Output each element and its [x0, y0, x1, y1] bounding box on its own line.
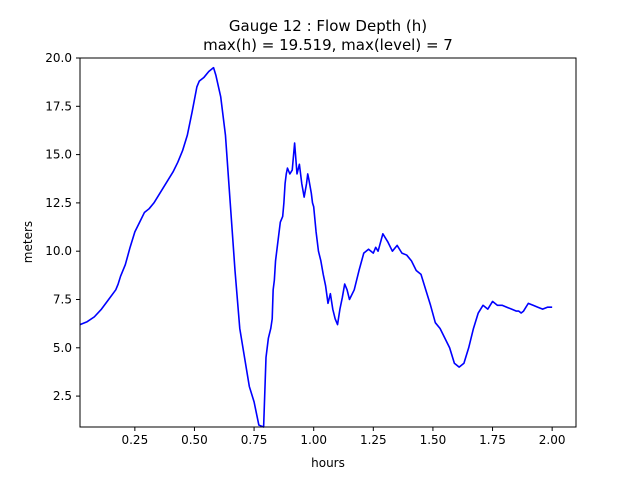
x-tick-label: 2.00 — [539, 433, 566, 447]
x-tick-label: 1.00 — [300, 433, 327, 447]
y-tick-label: 20.0 — [45, 51, 72, 65]
y-tick-label: 10.0 — [45, 244, 72, 258]
x-tick-label: 0.25 — [121, 433, 148, 447]
y-axis-label: meters — [21, 221, 35, 263]
plot-frame — [79, 57, 577, 428]
y-tick-label: 2.5 — [53, 389, 72, 403]
x-tick-label: 1.50 — [420, 433, 447, 447]
plot-area: 0.25 0.50 0.75 1.00 1.25 1.50 1.75 2.00 2.5 5.0 7.… — [45, 51, 577, 447]
y-tick-label: 7.5 — [53, 292, 72, 306]
x-tick-label: 1.25 — [360, 433, 387, 447]
y-tick-label: 17.5 — [45, 99, 72, 113]
y-tick-label: 15.0 — [45, 148, 72, 162]
x-axis-label: hours — [311, 456, 345, 470]
chart-title-line2: max(h) = 19.519, max(level) = 7 — [203, 36, 453, 54]
series-line-0 — [79, 66, 553, 428]
x-tick-label: 1.75 — [479, 433, 506, 447]
chart-title-line1: Gauge 12 : Flow Depth (h) — [229, 17, 427, 35]
y-tick-label: 12.5 — [45, 196, 72, 210]
x-tick-label: 0.75 — [241, 433, 268, 447]
x-tick-label: 0.50 — [181, 433, 208, 447]
y-tick-label: 5.0 — [53, 341, 72, 355]
